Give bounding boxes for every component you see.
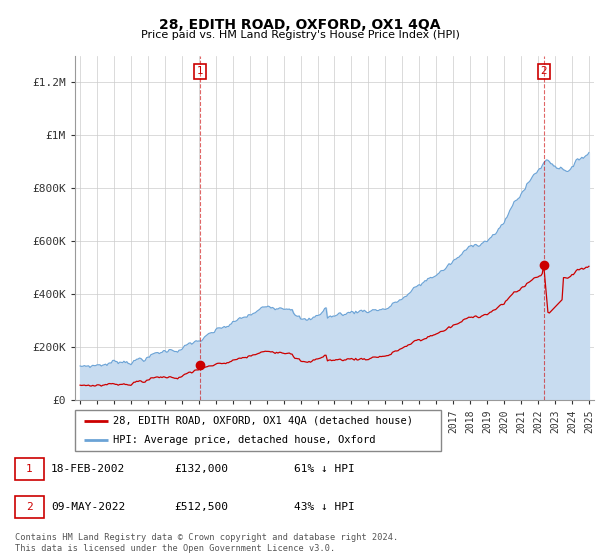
Text: 18-FEB-2002: 18-FEB-2002 (51, 464, 125, 474)
Text: 43% ↓ HPI: 43% ↓ HPI (294, 502, 355, 512)
Text: 2: 2 (541, 67, 547, 77)
Text: £132,000: £132,000 (174, 464, 228, 474)
Text: 28, EDITH ROAD, OXFORD, OX1 4QA (detached house): 28, EDITH ROAD, OXFORD, OX1 4QA (detache… (113, 416, 413, 426)
Text: 28, EDITH ROAD, OXFORD, OX1 4QA: 28, EDITH ROAD, OXFORD, OX1 4QA (159, 18, 441, 32)
Text: Contains HM Land Registry data © Crown copyright and database right 2024.
This d: Contains HM Land Registry data © Crown c… (15, 533, 398, 553)
Text: £512,500: £512,500 (174, 502, 228, 512)
Text: 61% ↓ HPI: 61% ↓ HPI (294, 464, 355, 474)
Text: Price paid vs. HM Land Registry's House Price Index (HPI): Price paid vs. HM Land Registry's House … (140, 30, 460, 40)
Text: 09-MAY-2022: 09-MAY-2022 (51, 502, 125, 512)
Text: 2: 2 (26, 502, 33, 512)
Text: 1: 1 (197, 67, 203, 77)
Text: HPI: Average price, detached house, Oxford: HPI: Average price, detached house, Oxfo… (113, 435, 376, 445)
Text: 1: 1 (26, 464, 33, 474)
